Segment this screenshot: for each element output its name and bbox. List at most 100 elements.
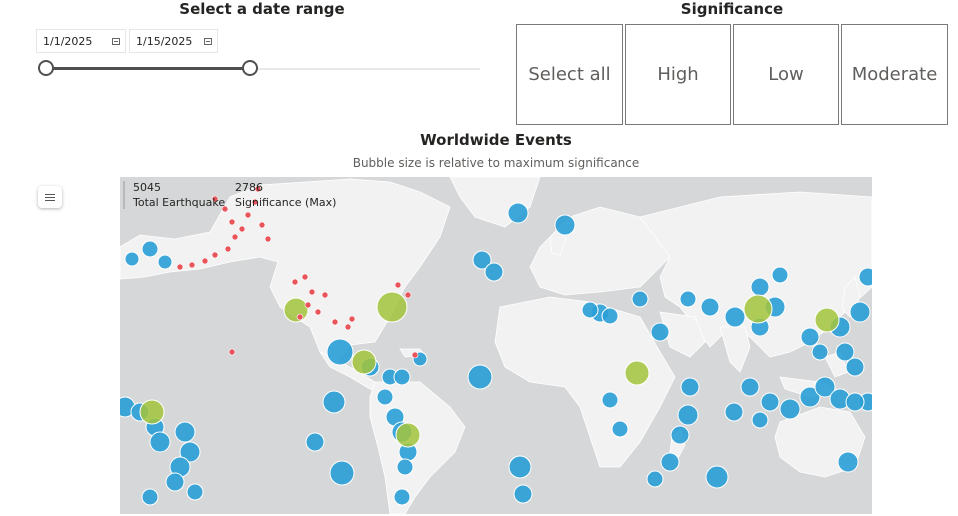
event-bubble[interactable] bbox=[228, 218, 236, 226]
event-bubble[interactable] bbox=[814, 307, 840, 333]
event-bubble[interactable] bbox=[264, 235, 272, 243]
event-bubble[interactable] bbox=[308, 288, 316, 296]
event-bubble[interactable] bbox=[484, 262, 504, 282]
event-bubble[interactable] bbox=[176, 263, 184, 271]
event-bubble[interactable] bbox=[149, 431, 171, 453]
event-bubble[interactable] bbox=[835, 342, 855, 362]
event-bubble[interactable] bbox=[188, 261, 196, 269]
event-bubble[interactable] bbox=[751, 411, 769, 429]
event-bubble[interactable] bbox=[472, 250, 492, 270]
end-date-input[interactable]: 1/15/2025 bbox=[129, 29, 218, 53]
event-bubble[interactable] bbox=[513, 484, 533, 504]
event-bubble[interactable] bbox=[186, 483, 204, 501]
event-bubble[interactable] bbox=[201, 257, 209, 265]
event-bubble[interactable] bbox=[650, 322, 670, 342]
event-bubble[interactable] bbox=[800, 327, 820, 347]
event-bubble[interactable] bbox=[740, 377, 760, 397]
event-bubble[interactable] bbox=[251, 198, 259, 206]
event-bubble[interactable] bbox=[141, 240, 159, 258]
event-bubble[interactable] bbox=[700, 297, 720, 317]
event-bubble[interactable] bbox=[631, 290, 649, 308]
event-bubble[interactable] bbox=[404, 291, 412, 299]
event-bubble[interactable] bbox=[601, 307, 619, 325]
significance-low-button[interactable]: Low bbox=[733, 24, 839, 125]
event-bubble[interactable] bbox=[743, 294, 773, 324]
event-bubble[interactable] bbox=[393, 368, 411, 386]
event-bubble[interactable] bbox=[304, 301, 312, 309]
event-bubble[interactable] bbox=[238, 225, 246, 233]
event-bubble[interactable] bbox=[680, 377, 700, 397]
event-bubble[interactable] bbox=[724, 306, 746, 328]
event-bubble[interactable] bbox=[258, 221, 266, 229]
event-bubble[interactable] bbox=[221, 205, 229, 213]
event-bubble[interactable] bbox=[244, 211, 252, 219]
event-bubble[interactable] bbox=[611, 420, 629, 438]
event-bubble[interactable] bbox=[508, 455, 532, 479]
event-bubble[interactable] bbox=[393, 488, 411, 506]
event-bubble[interactable] bbox=[646, 470, 664, 488]
event-bubble[interactable] bbox=[211, 251, 219, 259]
event-bubble[interactable] bbox=[679, 290, 697, 308]
calendar-icon[interactable] bbox=[112, 38, 120, 45]
event-bubble[interactable] bbox=[395, 422, 421, 448]
event-bubble[interactable] bbox=[799, 386, 821, 408]
event-bubble[interactable] bbox=[849, 301, 871, 323]
event-bubble[interactable] bbox=[376, 291, 408, 323]
event-bubble[interactable] bbox=[344, 323, 352, 331]
date-slider-track[interactable] bbox=[46, 68, 480, 70]
significance-moderate-button[interactable]: Moderate bbox=[841, 24, 948, 125]
event-bubble[interactable] bbox=[224, 245, 232, 253]
event-bubble[interactable] bbox=[837, 451, 859, 473]
event-bubble[interactable] bbox=[660, 452, 680, 472]
event-bubble[interactable] bbox=[396, 458, 414, 476]
world-map[interactable]: 5045 Total Earthquake 2786 Significance … bbox=[120, 177, 872, 514]
event-bubble[interactable] bbox=[811, 343, 829, 361]
event-bubble[interactable] bbox=[348, 315, 356, 323]
date-slider-start-handle[interactable] bbox=[38, 60, 54, 76]
event-bubble[interactable] bbox=[139, 399, 165, 425]
event-bubble[interactable] bbox=[179, 441, 201, 463]
hamburger-menu-icon[interactable] bbox=[38, 186, 62, 208]
event-bubble[interactable] bbox=[174, 421, 196, 443]
significance-select-all-button[interactable]: Select all bbox=[516, 24, 623, 125]
event-bubble[interactable] bbox=[845, 392, 865, 412]
event-bubble[interactable] bbox=[321, 291, 329, 299]
event-bubble[interactable] bbox=[296, 313, 304, 321]
event-bubble[interactable] bbox=[305, 432, 325, 452]
event-bubble[interactable] bbox=[351, 349, 377, 375]
event-bubble[interactable] bbox=[231, 233, 239, 241]
event-bubble[interactable] bbox=[141, 488, 159, 506]
event-bubble[interactable] bbox=[814, 376, 836, 398]
event-bubble[interactable] bbox=[157, 254, 173, 270]
event-bubble[interactable] bbox=[124, 251, 140, 267]
event-bubble[interactable] bbox=[301, 273, 309, 281]
event-bubble[interactable] bbox=[760, 392, 780, 412]
event-bubble[interactable] bbox=[283, 297, 309, 323]
event-bubble[interactable] bbox=[314, 308, 322, 316]
event-bubble[interactable] bbox=[779, 398, 801, 420]
event-bubble[interactable] bbox=[677, 404, 699, 426]
event-bubble[interactable] bbox=[771, 266, 789, 284]
date-slider-end-handle[interactable] bbox=[242, 60, 258, 76]
event-bubble[interactable] bbox=[601, 391, 619, 409]
event-bubble[interactable] bbox=[411, 351, 419, 359]
event-bubble[interactable] bbox=[845, 357, 865, 377]
event-bubble[interactable] bbox=[670, 425, 690, 445]
event-bubble[interactable] bbox=[211, 195, 219, 203]
event-bubble[interactable] bbox=[322, 390, 346, 414]
event-bubble[interactable] bbox=[329, 460, 355, 486]
event-bubble[interactable] bbox=[554, 214, 576, 236]
event-bubble[interactable] bbox=[467, 364, 493, 390]
event-bubble[interactable] bbox=[376, 388, 394, 406]
start-date-input[interactable]: 1/1/2025 bbox=[36, 29, 126, 53]
event-bubble[interactable] bbox=[724, 402, 744, 422]
event-bubble[interactable] bbox=[705, 465, 729, 489]
event-bubble[interactable] bbox=[228, 348, 236, 356]
calendar-icon[interactable] bbox=[204, 38, 212, 45]
event-bubble[interactable] bbox=[858, 267, 872, 287]
significance-high-button[interactable]: High bbox=[625, 24, 731, 125]
event-bubble[interactable] bbox=[291, 278, 299, 286]
event-bubble[interactable] bbox=[581, 301, 599, 319]
event-bubble[interactable] bbox=[331, 318, 339, 326]
event-bubble[interactable] bbox=[507, 202, 529, 224]
